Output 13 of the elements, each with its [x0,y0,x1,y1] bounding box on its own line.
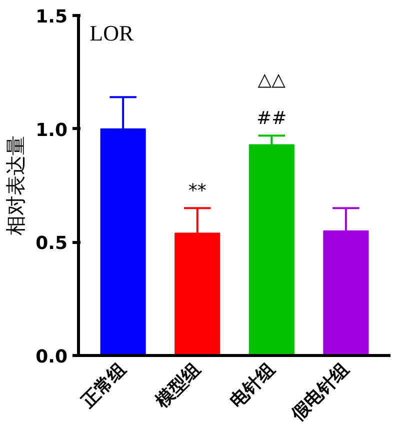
x-tick-label: 正常组 [76,359,130,413]
y-axis-title: 相对表达量 [4,136,28,236]
y-tick-label: 0.0 [36,346,68,368]
annotation: △△ [258,69,286,90]
y-tick-label: 1.0 [36,120,68,141]
annotation: ** [188,180,206,202]
y-tick-label: 1.5 [36,6,68,28]
y-tick-label: 0.5 [36,233,68,254]
x-tick-label: 假电针组 [286,359,354,426]
x-tick-label: 模型组 [151,359,205,413]
x-tick-label: 电针组 [226,359,280,412]
annotation: ## [256,108,287,129]
chart-title: LOR [90,20,134,46]
